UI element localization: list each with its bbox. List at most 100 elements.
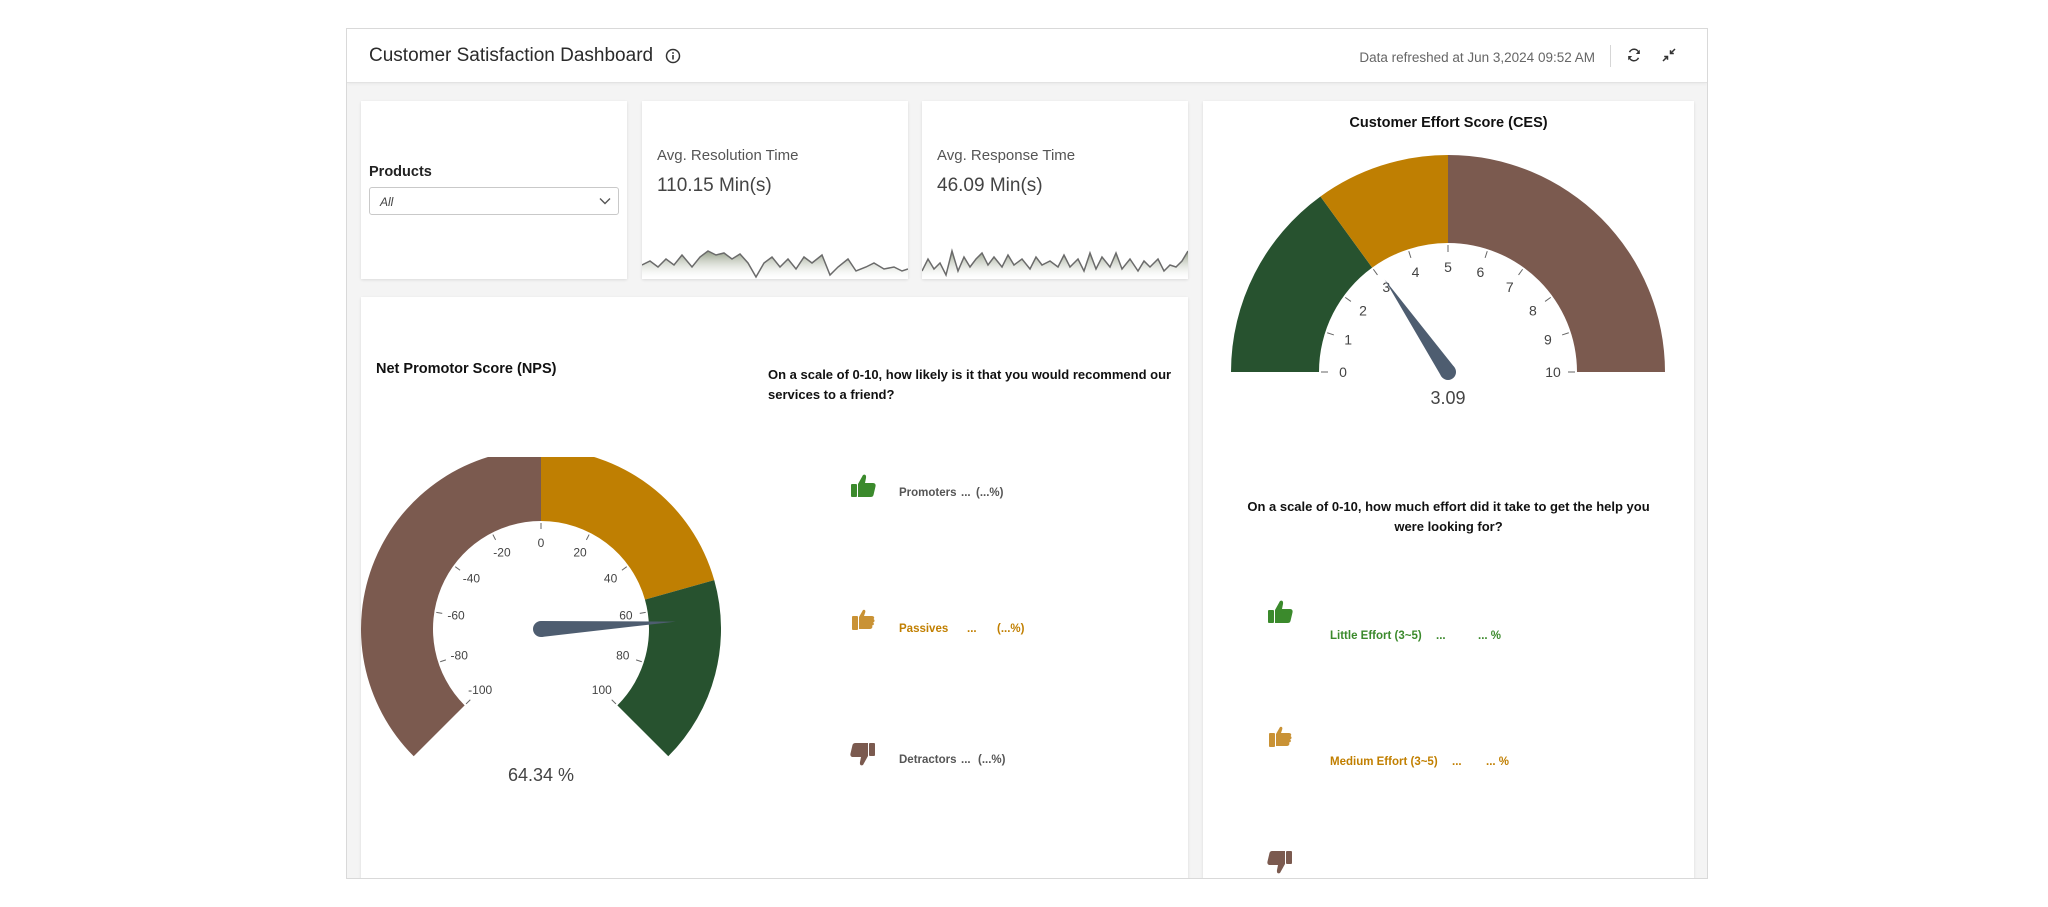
ces-tick-mark xyxy=(1327,332,1335,336)
nps-tick-label: -60 xyxy=(447,609,465,623)
nps-tick-mark xyxy=(454,566,461,571)
resolution-time-card: Avg. Resolution Time 110.15 Min(s) xyxy=(642,101,908,279)
ces-legend-dots: ... xyxy=(1436,630,1446,642)
resolution-sparkline xyxy=(642,250,908,279)
nps-tick-mark xyxy=(436,611,443,614)
nps-legend-pct: (...%) xyxy=(997,623,1025,635)
thumbs-down-icon xyxy=(848,739,878,769)
ces-tick-label: 1 xyxy=(1344,332,1352,348)
nps-tick-mark xyxy=(492,534,497,541)
thumbs-sideways-icon xyxy=(848,606,878,636)
ces-legend-label: Medium Effort (3~5) xyxy=(1330,756,1438,768)
header-divider xyxy=(1610,45,1611,67)
ces-title: Customer Effort Score (CES) xyxy=(1349,115,1548,131)
ces-tick-label: 10 xyxy=(1545,364,1561,380)
nps-tick-mark xyxy=(611,699,617,705)
response-time-value: 46.09 Min(s) xyxy=(937,175,1043,196)
ces-card: Customer Effort Score (CES) 0 1 2 3 4 5 6 7 8 9 10… xyxy=(1203,101,1694,878)
ces-high-segment xyxy=(1448,155,1665,372)
nps-legend-dots: ... xyxy=(961,487,971,499)
refresh-icon[interactable] xyxy=(1626,47,1642,63)
nps-legend-dots: ... xyxy=(967,623,977,635)
thumbs-sideways-icon xyxy=(1265,723,1295,753)
nps-legend-label: Detractors xyxy=(899,754,957,766)
ces-legend-pct: ... % xyxy=(1478,630,1502,642)
response-sparkline xyxy=(922,248,1188,279)
ces-tick-mark xyxy=(1518,268,1524,276)
ces-gauge: 0 123 4 5 6 789 10 3.09 xyxy=(1231,155,1665,408)
nps-card: Net Promotor Score (NPS) On a scale of 0… xyxy=(361,297,1188,878)
nps-needle xyxy=(533,621,676,637)
products-selected-value: All xyxy=(380,195,394,209)
nps-tick-label: -100 xyxy=(468,683,492,697)
nps-tick-label: -20 xyxy=(493,545,511,559)
ces-tick-label: 8 xyxy=(1529,302,1537,318)
ces-tick-mark xyxy=(1372,268,1378,276)
ces-tick-mark xyxy=(1484,251,1488,259)
ces-tick-label: 4 xyxy=(1412,264,1420,280)
collapse-icon[interactable] xyxy=(1661,47,1677,63)
nps-legend-dots: ... xyxy=(961,754,971,766)
ces-tick-mark xyxy=(1561,332,1569,336)
nps-tick-label: 20 xyxy=(573,545,587,559)
nps-tick-mark xyxy=(585,534,590,541)
nps-detractor-segment xyxy=(361,457,541,757)
refresh-timestamp: Data refreshed at Jun 3,2024 09:52 AM xyxy=(1359,50,1595,65)
ces-tick-label: 6 xyxy=(1477,264,1485,280)
chevron-down-icon xyxy=(599,198,611,205)
ces-tick-label: 2 xyxy=(1359,302,1367,318)
nps-question: On a scale of 0-10, how likely is it tha… xyxy=(768,367,1172,402)
dashboard-panel: Customer Satisfaction Dashboard Data ref… xyxy=(346,28,1708,879)
nps-tick-label: 60 xyxy=(619,609,633,623)
nps-tick-mark xyxy=(639,611,646,614)
dashboard-header: Customer Satisfaction Dashboard Data ref… xyxy=(347,29,1707,83)
nps-passive-segment xyxy=(541,457,715,600)
ces-value-label: 3.09 xyxy=(1430,388,1465,408)
ces-tick-mark xyxy=(1544,296,1552,302)
ces-tick-label: 7 xyxy=(1506,279,1514,295)
thumbs-down-icon xyxy=(1265,847,1295,877)
nps-tick-label: 40 xyxy=(604,571,618,585)
ces-low-segment xyxy=(1231,196,1373,372)
nps-tick-mark xyxy=(465,699,471,705)
page-title: Customer Satisfaction Dashboard xyxy=(369,45,654,66)
ces-tick-label: 3 xyxy=(1382,279,1390,295)
nps-tick-label: -80 xyxy=(451,649,469,663)
nps-tick-mark xyxy=(621,566,628,571)
ces-question: On a scale of 0-10, how much effort did … xyxy=(1247,499,1650,534)
nps-tick-label: 0 xyxy=(538,536,545,550)
nps-tick-mark xyxy=(440,659,447,663)
products-dropdown[interactable]: All xyxy=(369,187,619,215)
nps-gauge: -100 -80 -60 -40 -20 0 20 40 60 80 100 64.34 % xyxy=(361,457,721,785)
nps-tick-label: -40 xyxy=(463,571,481,585)
response-time-title: Avg. Response Time xyxy=(937,147,1076,164)
nps-tick-label: 100 xyxy=(592,683,612,697)
ces-tick-label: 0 xyxy=(1339,364,1347,380)
ces-tick-label: 9 xyxy=(1544,332,1552,348)
ces-legend-dots: ... xyxy=(1452,756,1462,768)
products-filter-card: Products All xyxy=(361,101,627,279)
nps-promoter-segment xyxy=(617,580,721,757)
products-label: Products xyxy=(369,164,432,180)
thumbs-up-icon xyxy=(1265,597,1295,627)
nps-legend-label: Promoters xyxy=(899,487,957,499)
ces-medium-segment xyxy=(1320,155,1448,268)
nps-tick-label: 80 xyxy=(616,649,630,663)
ces-tick-mark xyxy=(1408,251,1412,259)
nps-tick-mark xyxy=(635,659,642,663)
resolution-time-value: 110.15 Min(s) xyxy=(657,175,772,196)
info-icon[interactable] xyxy=(665,48,681,64)
nps-legend-pct: (...%) xyxy=(978,754,1006,766)
ces-tick-mark xyxy=(1344,296,1352,302)
nps-title: Net Promotor Score (NPS) xyxy=(376,361,557,377)
thumbs-up-icon xyxy=(848,471,878,501)
ces-legend-label: Little Effort (3~5) xyxy=(1330,630,1422,642)
ces-legend-pct: ... % xyxy=(1486,756,1510,768)
nps-legend-pct: (...%) xyxy=(976,487,1004,499)
ces-needle xyxy=(1384,279,1456,380)
ces-tick-label: 5 xyxy=(1444,259,1452,275)
response-time-card: Avg. Response Time 46.09 Min(s) xyxy=(922,101,1188,279)
nps-legend-label: Passives xyxy=(899,623,949,635)
resolution-time-title: Avg. Resolution Time xyxy=(657,147,799,164)
nps-value-label: 64.34 % xyxy=(508,765,574,785)
